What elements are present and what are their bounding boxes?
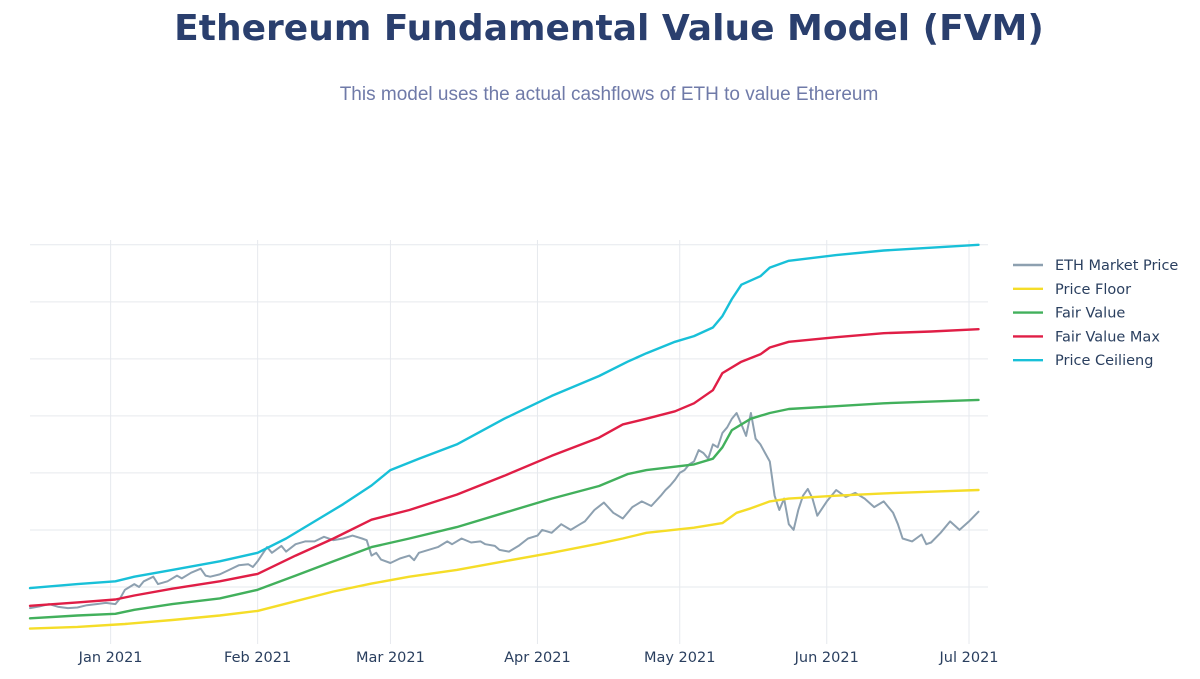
x-tick-label: May 2021 [644, 650, 716, 666]
legend-item[interactable]: Fair Value [1013, 306, 1125, 322]
x-tick-label: Jul 2021 [939, 650, 999, 666]
legend-label: Price Ceilieng [1055, 353, 1153, 369]
legend[interactable]: ETH Market Price Price Floor Fair Value Fai… [1013, 258, 1178, 369]
chart-title: Ethereum Fundamental Value Model (FVM) [174, 8, 1044, 49]
series-lines [28, 243, 980, 630]
x-tick-label: Jan 2021 [78, 650, 143, 666]
x-tick-label: Apr 2021 [504, 650, 571, 666]
legend-item[interactable]: Price Ceilieng [1013, 353, 1153, 369]
legend-item[interactable]: ETH Market Price [1013, 258, 1178, 274]
legend-item[interactable]: Fair Value Max [1013, 329, 1160, 345]
x-axis: Jan 2021 Feb 2021 Mar 2021 Apr 2021 May 2021… [78, 650, 999, 666]
series-line-price-floor[interactable] [28, 488, 980, 630]
series-line-fair-value[interactable] [28, 398, 980, 620]
series-line-price-ceilieng[interactable] [28, 243, 980, 590]
legend-item[interactable]: Price Floor [1013, 282, 1131, 298]
series-line-eth-market-price[interactable] [29, 412, 980, 610]
x-tick-label: Mar 2021 [356, 650, 425, 666]
x-tick-label: Jun 2021 [794, 650, 859, 666]
legend-label: Price Floor [1055, 282, 1131, 298]
legend-label: Fair Value Max [1055, 329, 1160, 345]
series-line-fair-value-max[interactable] [28, 328, 980, 607]
chart-subtitle: This model uses the actual cashflows of … [339, 84, 879, 105]
x-tick-label: Feb 2021 [224, 650, 291, 666]
legend-label: Fair Value [1055, 306, 1125, 322]
legend-label: ETH Market Price [1055, 258, 1178, 274]
grid [30, 240, 988, 644]
